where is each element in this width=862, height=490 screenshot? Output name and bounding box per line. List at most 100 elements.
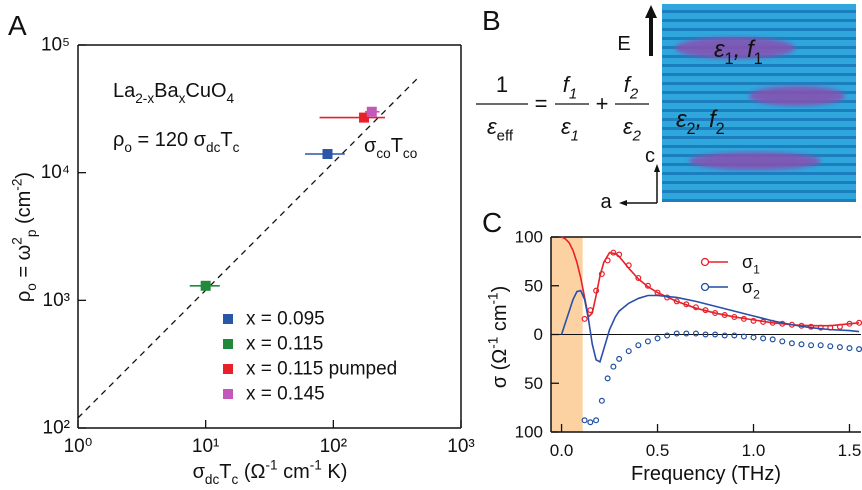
x-axis-label-part: Frequency (THz) — [631, 463, 781, 485]
legend-marker — [700, 282, 710, 292]
equation-part-part: eff — [497, 128, 514, 145]
marker — [322, 149, 333, 160]
equation-part-part: 1 — [571, 128, 579, 145]
field-label: E — [617, 33, 630, 55]
equation-part-part: 1 — [496, 72, 508, 97]
field-arrowhead — [645, 5, 657, 18]
legend-label: σ1 — [742, 252, 760, 276]
equation-part-part: ε — [487, 114, 497, 139]
data-point — [654, 335, 661, 342]
legend-label: σ2 — [742, 277, 760, 301]
equation-part-part: 1 — [569, 86, 577, 103]
x-axis-label-part: K) — [322, 461, 348, 483]
annotation-part: co — [403, 146, 417, 161]
data-point — [808, 342, 815, 349]
annotation-part: Ba — [154, 80, 179, 102]
y-tick-label: 50 — [524, 276, 543, 295]
panel-label: B — [482, 5, 501, 36]
x-tick-label: 0.5 — [646, 441, 670, 460]
annotation-part: dc — [206, 140, 221, 155]
equation-part-part: ε — [623, 114, 633, 139]
y-axis-label-part: (cm — [13, 191, 35, 230]
x-tick-label: 10² — [320, 436, 347, 457]
legend-label-part: σ — [742, 252, 753, 272]
annotation-part: CuO — [185, 80, 226, 102]
y-axis-label-part: cm — [489, 304, 511, 336]
region-label-part: , — [696, 106, 709, 133]
legend-label-part: 2 — [753, 287, 760, 301]
region-label-part: 2 — [716, 120, 725, 138]
data-point — [836, 344, 843, 351]
data-point — [625, 348, 632, 355]
legend-label: x = 0.095 — [246, 309, 325, 330]
annotation: La2-xBaxCuO4 — [113, 80, 235, 106]
data-point — [581, 417, 588, 424]
y-tick-label: 10⁴ — [41, 162, 70, 183]
y-tick-label: 10⁵ — [41, 35, 70, 56]
data-point — [673, 330, 680, 337]
data-point — [593, 417, 600, 424]
panel-label: A — [8, 10, 27, 41]
data-point — [817, 342, 824, 349]
data-point — [581, 315, 588, 322]
data-point — [616, 355, 623, 362]
legend-label-part: σ — [742, 277, 753, 297]
equation-part: εeff — [487, 114, 514, 145]
data-point — [846, 345, 853, 352]
legend-marker — [223, 339, 233, 349]
data-point — [731, 332, 738, 339]
region-label-part: 2 — [687, 120, 696, 138]
annotation-part: = 120 σ — [132, 129, 207, 151]
annotation-part: c — [233, 140, 240, 155]
y-axis-label-part: ) — [489, 286, 511, 293]
x-tick-label: 10¹ — [192, 436, 219, 457]
x-axis-label-part: cm — [278, 461, 310, 483]
annotation-part: o — [124, 140, 132, 155]
annotation-part: 2-x — [135, 91, 154, 106]
fit-line — [77, 77, 419, 419]
x-axis-label-part: -1 — [310, 458, 322, 473]
x-axis-label-part: T — [219, 461, 231, 483]
x-tick-label: 10⁰ — [64, 436, 93, 457]
equation-part: ε1 — [561, 114, 579, 145]
chart-panel: C 0.0 0.5 1.0 1.5 100 50 0 50 100 Frequency (THz) σ… — [482, 207, 862, 485]
axis-label: a — [600, 191, 612, 213]
region-label-part: f — [747, 36, 756, 63]
panel-label: C — [482, 207, 502, 238]
y-axis-label-part: o — [24, 283, 39, 291]
y-axis-label-part: p — [24, 230, 39, 238]
equation-part-part: = — [535, 91, 548, 116]
legend-marker — [223, 314, 233, 324]
annotation-part: La — [113, 80, 136, 102]
y-axis-label-part: -2 — [10, 179, 25, 191]
equation-part-part: 2 — [632, 128, 642, 145]
data-point — [827, 343, 834, 350]
legend-marker — [223, 389, 233, 399]
annotation-part: co — [376, 146, 390, 161]
y-axis-label-part: -1 — [486, 292, 501, 304]
data-point — [604, 375, 611, 382]
data-point — [610, 363, 617, 370]
field-label-part: E — [617, 33, 630, 55]
y-tick-label: 50 — [524, 374, 543, 393]
y-axis-label-part: 2 — [10, 237, 25, 245]
region-1 — [689, 152, 821, 170]
annotation-part: 4 — [227, 91, 235, 106]
data-point — [635, 342, 642, 349]
region-label: ε1, f1 — [714, 36, 763, 68]
legend-label: x = 0.115 pumped — [246, 359, 397, 380]
a-arrowhead — [619, 200, 627, 206]
equation-part: + — [596, 91, 609, 116]
y-axis-label-part: -1 — [486, 337, 501, 349]
model-line — [560, 289, 860, 363]
data-point — [769, 336, 776, 343]
equation-part-part: f — [563, 72, 572, 97]
diagram-panel — [476, 4, 856, 206]
data-point — [664, 332, 671, 339]
y-tick-label: 100 — [515, 423, 543, 442]
x-axis-label: σdcTc (Ω-1 cm-1 K) — [193, 458, 348, 487]
x-tick-label: 1.5 — [838, 441, 862, 460]
legend-marker — [700, 257, 710, 267]
